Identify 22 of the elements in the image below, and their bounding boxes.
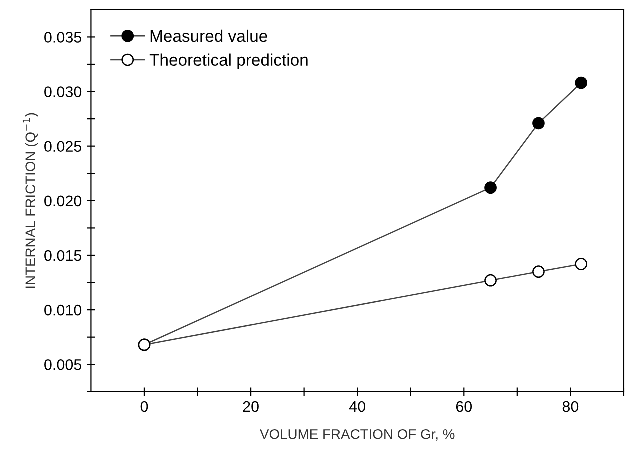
x-tick-label: 60: [456, 401, 472, 412]
legend-label: Measured value: [150, 30, 268, 42]
point: [532, 266, 545, 278]
y-axis-title: INTERNAL FRICTION (Q$^{−1}$): [22, 113, 38, 288]
y-tick-label: 0.010: [44, 304, 82, 316]
x-tick-label: 0: [140, 401, 148, 412]
x-tick-label: 40: [349, 401, 366, 412]
point: [575, 76, 588, 90]
y-tick-label: 0.005: [44, 360, 82, 370]
x-axis-title: VOLUME FRACTION OF Gr, %: [260, 429, 455, 441]
point: [532, 117, 545, 130]
point: [575, 258, 588, 270]
y-tick-label: 0.035: [44, 32, 82, 43]
y-tick-label: 0.030: [44, 86, 82, 98]
point: [484, 182, 497, 194]
y-tick-label: 0.025: [44, 141, 82, 152]
y-tick-label: 0.015: [44, 250, 82, 262]
x-tick-label: 20: [243, 401, 259, 412]
legend-label: Theoretical prediction: [150, 54, 308, 70]
y-tick-label: 0.020: [44, 196, 82, 207]
x-tick-label: 80: [562, 401, 579, 412]
point: [484, 274, 497, 287]
